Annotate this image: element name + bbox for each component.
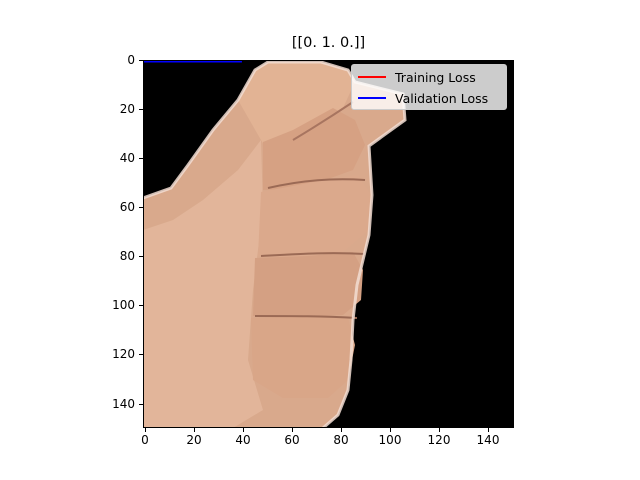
ytick-label: 80	[119, 249, 135, 263]
crease-2	[260, 252, 366, 257]
ytick-mark	[139, 305, 143, 306]
finger-2	[258, 175, 371, 258]
xtick-label: 0	[141, 433, 149, 447]
thumb-shape	[238, 62, 355, 152]
ytick-mark	[139, 109, 143, 110]
ytick-label: 40	[119, 151, 135, 165]
xtick-mark	[390, 428, 391, 432]
ytick-mark	[139, 207, 143, 208]
ytick-label: 20	[119, 102, 135, 116]
xtick-mark	[194, 428, 195, 432]
xtick-label: 100	[378, 433, 402, 447]
finger-1	[263, 108, 365, 190]
ytick-label: 100	[112, 298, 135, 312]
ytick-mark	[139, 60, 143, 61]
chart-title: [[0. 1. 0.]]	[291, 35, 366, 51]
legend: Training Loss Validation Loss	[351, 64, 507, 110]
crease-1	[267, 178, 366, 189]
finger-3	[253, 252, 363, 318]
ytick-label: 60	[119, 200, 135, 214]
xtick-label: 80	[333, 433, 349, 447]
ytick-mark	[139, 256, 143, 257]
ytick-label: 140	[112, 397, 135, 411]
legend-entry-training: Training Loss	[358, 68, 476, 86]
xtick-mark	[488, 428, 489, 432]
ytick-mark	[139, 354, 143, 355]
legend-label-training: Training Loss	[395, 69, 476, 85]
hand-fist-image	[143, 60, 407, 428]
ytick-mark	[139, 158, 143, 159]
legend-swatch-training	[358, 76, 386, 78]
ytick-label: 0	[127, 53, 135, 67]
ytick-mark	[139, 404, 143, 405]
xtick-mark	[292, 428, 293, 432]
legend-label-validation: Validation Loss	[395, 90, 489, 106]
xtick-label: 20	[186, 433, 202, 447]
xtick-mark	[243, 428, 244, 432]
image-axes	[143, 60, 514, 428]
finger-4	[251, 316, 355, 398]
xtick-mark	[439, 428, 440, 432]
xtick-mark	[341, 428, 342, 432]
legend-swatch-validation	[358, 97, 386, 99]
xtick-label: 60	[284, 433, 300, 447]
xtick-label: 140	[476, 433, 500, 447]
hand-shadow-shape	[143, 140, 263, 428]
xtick-label: 120	[427, 433, 451, 447]
xtick-mark	[145, 428, 146, 432]
legend-entry-validation: Validation Loss	[358, 89, 488, 107]
xtick-label: 40	[235, 433, 251, 447]
ytick-label: 120	[112, 347, 135, 361]
crease-thumb	[292, 101, 354, 141]
crease-3	[254, 315, 358, 319]
